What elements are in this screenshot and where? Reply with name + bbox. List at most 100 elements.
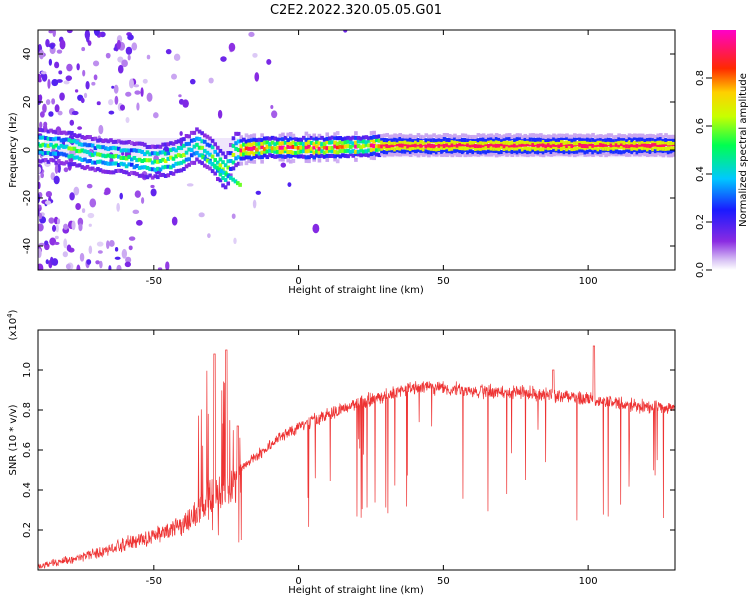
- spectrogram-cell: [460, 142, 465, 147]
- spectrogram-cell: [249, 150, 254, 155]
- spectrogram-cell: [559, 133, 564, 138]
- spectrogram-cell: [122, 162, 126, 167]
- spectrogram-cell: [460, 146, 465, 151]
- spectrogram-cell: [224, 172, 229, 177]
- spectrogram-cell: [195, 136, 199, 141]
- spectrogram-cell: [476, 140, 481, 145]
- spectrogram-cell: [189, 138, 194, 143]
- spectrogram-cell: [599, 139, 603, 144]
- spectrogram-cell: [101, 145, 105, 150]
- spectrogram-cell: [374, 134, 379, 139]
- spectrogram-cell: [606, 152, 611, 157]
- spectrogram-cell: [74, 89, 79, 93]
- spectrogram-cell: [416, 145, 421, 150]
- spectrogram-cell: [77, 163, 82, 168]
- spectrogram-cell: [492, 134, 496, 139]
- spectrogram-cell: [604, 134, 608, 139]
- spectrogram-cell: [549, 143, 554, 148]
- spectrogram-cell: [62, 152, 66, 157]
- spectrogram-cell: [116, 154, 121, 159]
- spectrogram-cell: [210, 154, 215, 159]
- spectrogram-cell: [601, 143, 606, 148]
- spectrogram-cell: [403, 134, 408, 139]
- spectrogram-cell: [114, 153, 118, 158]
- spectrogram-cell: [361, 135, 366, 140]
- spectrogram-y-label: Frequency (Hz): [8, 112, 19, 188]
- spectrogram-cell: [291, 133, 296, 138]
- spectrogram-cell: [427, 134, 431, 139]
- spectrogram-cell: [395, 138, 400, 143]
- spectrogram-cell: [599, 149, 603, 154]
- spectrogram-cell: [233, 179, 238, 184]
- spectrogram-cell: [294, 145, 298, 150]
- colorbar-tick-label: 0.2: [695, 214, 706, 230]
- spectrogram-cell: [604, 140, 608, 145]
- spectrogram-cell: [95, 260, 100, 265]
- spectrogram-cell: [513, 149, 517, 154]
- spectrogram-cell: [125, 117, 130, 123]
- spectrogram-cell: [103, 146, 108, 151]
- spectrogram-cell: [268, 153, 272, 158]
- spectrogram-cell: [244, 151, 249, 156]
- spectrogram-cell: [437, 151, 442, 156]
- spectrogram-cell: [38, 248, 42, 259]
- spectrogram-cell: [364, 149, 369, 154]
- spectrogram-cell: [79, 252, 85, 262]
- spectrogram-cell: [325, 153, 330, 158]
- spectrogram-cell: [575, 133, 580, 138]
- spectrogram-cell: [369, 138, 374, 143]
- spectrogram-cell: [135, 158, 139, 163]
- spectrogram-cell: [249, 146, 254, 151]
- spectrogram-cell: [372, 156, 376, 161]
- spectrogram-cell: [500, 142, 504, 147]
- spectrogram-cell: [59, 143, 64, 148]
- spectrogram-cell: [315, 153, 319, 158]
- spectrogram-cell: [49, 152, 53, 157]
- spectrogram-cell: [130, 157, 134, 162]
- spectrogram-cell: [367, 148, 371, 153]
- spectrogram-cell: [113, 47, 117, 51]
- spectrogram-cell: [505, 140, 509, 145]
- spectrogram-cell: [492, 143, 496, 148]
- spectrogram-cell: [315, 140, 319, 145]
- spectrogram-cell: [169, 155, 173, 160]
- spectrogram-cell: [291, 153, 296, 158]
- spectrogram-cell: [424, 138, 429, 143]
- spectrogram-cell: [88, 166, 92, 171]
- spectrogram-cell: [403, 151, 408, 156]
- spectrogram-cell: [427, 143, 431, 148]
- spectrogram-cell: [593, 141, 598, 146]
- spectrogram-cell: [411, 143, 416, 148]
- spectrogram-cell: [372, 130, 376, 135]
- spectrogram-cell: [606, 141, 611, 146]
- spectrogram-cell: [518, 145, 522, 150]
- spectrogram-cell: [81, 208, 86, 213]
- spectrogram-cell: [161, 157, 165, 162]
- spectrogram-cell: [447, 133, 452, 138]
- spectrogram-cell: [638, 145, 642, 150]
- spectrogram-cell: [312, 155, 317, 160]
- spectrogram-cell: [143, 158, 147, 163]
- spectrogram-cell: [234, 146, 238, 151]
- spectrogram-cell: [656, 151, 661, 156]
- spectrogram-cell: [552, 148, 556, 153]
- spectrogram-cell: [252, 151, 257, 156]
- spectrogram-cell: [217, 109, 223, 119]
- spectrogram-cell: [307, 155, 311, 160]
- spectrogram-cell: [41, 142, 46, 147]
- spectrogram-cell: [260, 145, 264, 150]
- spectrogram-cell: [150, 188, 157, 197]
- spectrogram-cell: [153, 151, 158, 156]
- spectrogram-cell: [265, 144, 270, 149]
- spectrogram-cell: [406, 144, 410, 149]
- spectrogram-cell: [268, 148, 272, 153]
- spectrogram-cell: [570, 147, 575, 152]
- spectrogram-cell: [119, 140, 124, 145]
- spectrogram-cell: [127, 162, 132, 167]
- spectrogram-cell: [51, 224, 57, 232]
- spectrogram-cell: [67, 146, 72, 151]
- spectrogram-cell: [580, 148, 585, 153]
- spectrogram-cell: [96, 152, 100, 157]
- spectrogram-cell: [408, 143, 413, 148]
- spectrogram-cell: [299, 137, 303, 142]
